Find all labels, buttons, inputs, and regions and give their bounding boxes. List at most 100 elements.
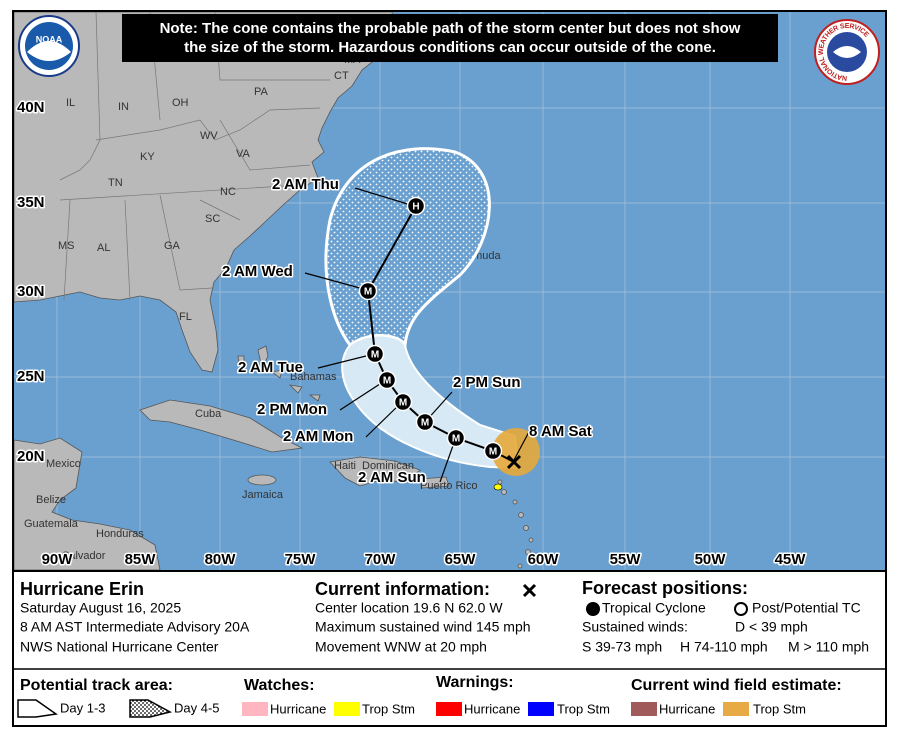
place-labels: PA bbox=[254, 86, 269, 98]
land-part bbox=[59, 11, 330, 301]
forecast-points-part bbox=[377, 370, 397, 390]
place-labels: IL bbox=[66, 97, 75, 109]
m: M > 110 mph bbox=[788, 639, 869, 655]
lon-labels: 80W bbox=[205, 551, 237, 568]
latitude-labels: 40N 35N 30N 25N 20N bbox=[16, 97, 47, 466]
d: D < 39 mph bbox=[735, 619, 808, 635]
note-box-part bbox=[122, 14, 778, 62]
hurricane: Hurricane bbox=[464, 701, 520, 716]
lon-labels: 85W bbox=[125, 551, 157, 568]
place-labels: CT bbox=[334, 70, 349, 82]
points: M bbox=[371, 350, 379, 361]
forecast-points-part bbox=[483, 441, 503, 461]
place-labels: Jamaica bbox=[242, 489, 284, 501]
place-labels: KY bbox=[140, 151, 155, 163]
land-part bbox=[237, 345, 321, 402]
lesser-antilles-part bbox=[497, 479, 503, 485]
lon-labels: 50W bbox=[695, 551, 727, 568]
lines: NWS National Hurricane Center bbox=[20, 639, 219, 655]
post: Post/Potential TC bbox=[752, 600, 861, 616]
land-part bbox=[247, 474, 277, 486]
leader-lines bbox=[304, 187, 531, 483]
wind-field bbox=[492, 428, 540, 476]
land-part bbox=[419, 476, 450, 489]
note: Note: The cone contains the probable pat… bbox=[160, 20, 741, 37]
forecast-points-part bbox=[365, 344, 385, 364]
forecast-points-part bbox=[446, 428, 466, 448]
forecast-labels: 8 AM Sat bbox=[529, 423, 592, 440]
longitude-labels: 90W 85W 80W 75W 70W 65W 60W 55W 50W 45W bbox=[40, 549, 808, 569]
lon-labels: 65W bbox=[445, 551, 477, 568]
hurricane-warning-swatch bbox=[436, 702, 462, 716]
info-panel: Hurricane Erin Saturday August 16, 2025 … bbox=[14, 570, 886, 726]
place-labels: Bahamas bbox=[290, 371, 337, 383]
place-labels: IN bbox=[118, 101, 129, 113]
tropical: Trop Stm bbox=[753, 701, 806, 716]
land-part bbox=[139, 399, 304, 453]
tropical-cyclone-symbol bbox=[586, 602, 600, 616]
points: M bbox=[452, 434, 460, 445]
forecast-labels: 2 AM Mon bbox=[283, 428, 353, 445]
lat-labels: 40N bbox=[17, 99, 45, 116]
nws-logo-part bbox=[833, 46, 861, 58]
forecast-points-part bbox=[358, 281, 378, 301]
place-labels: NC bbox=[220, 186, 236, 198]
points: H bbox=[412, 202, 419, 213]
points: M bbox=[489, 447, 497, 458]
lesser-antilles-part bbox=[518, 512, 524, 518]
place-labels: Cuba bbox=[195, 408, 222, 420]
points: M bbox=[421, 418, 429, 429]
hurricane: Hurricane bbox=[270, 701, 326, 716]
lesser-antilles-part bbox=[523, 525, 529, 531]
place-labels: GA bbox=[164, 240, 181, 252]
tropical-watch-swatch bbox=[334, 702, 360, 716]
title: Watches: bbox=[244, 677, 315, 694]
place-labels: Salvador bbox=[62, 550, 106, 562]
forecast-labels: 2 AM Thu 2 AM Wed 2 AM Tue 2 PM Mon 2 AM… bbox=[221, 174, 594, 487]
forecast-labels: 2 AM Sun bbox=[358, 469, 426, 486]
s: S 39-73 mph bbox=[582, 639, 662, 655]
tropical: Trop Stm bbox=[557, 701, 610, 716]
forecast-labels: 2 AM Tue bbox=[238, 359, 303, 376]
noaa-logo: NOAA bbox=[18, 15, 80, 77]
lon-labels: 45W bbox=[775, 551, 807, 568]
land-part bbox=[13, 437, 161, 571]
place-labels: MS bbox=[58, 240, 75, 252]
winds: Sustained winds: bbox=[582, 619, 688, 635]
place-labels: IL IN OH PA MA CT WV VA KY TN NC SC MS A… bbox=[24, 54, 502, 562]
land-part bbox=[329, 456, 421, 487]
forecast-labels: 2 PM Sun bbox=[453, 374, 521, 391]
day45: Day 4-5 bbox=[174, 700, 220, 715]
noaa-logo-part bbox=[27, 41, 71, 61]
forecast-labels: 2 PM Mon bbox=[257, 401, 327, 418]
h: H 74-110 mph bbox=[680, 639, 768, 655]
leader-lines-part bbox=[513, 429, 531, 461]
forecast-points-part bbox=[406, 196, 426, 216]
nws-logo: NATIONAL WEATHER SERVICE bbox=[814, 19, 880, 85]
forecast-points-part bbox=[393, 392, 413, 412]
lesser-antilles-part bbox=[501, 489, 507, 495]
place-labels: FL bbox=[179, 311, 192, 323]
place-labels: Haiti bbox=[334, 460, 356, 472]
current-position bbox=[506, 454, 522, 470]
place-labels: Mexico bbox=[46, 458, 81, 470]
leader-lines-part bbox=[304, 272, 368, 291]
day13: Day 1-3 bbox=[60, 700, 106, 715]
lon-labels: 60W bbox=[528, 551, 560, 568]
lat-labels: 20N bbox=[17, 448, 45, 465]
lat-labels: 35N bbox=[17, 194, 45, 211]
place-labels: VA bbox=[236, 148, 251, 160]
lines: 8 AM AST Intermediate Advisory 20A bbox=[20, 619, 250, 635]
lines: Maximum sustained wind 145 mph bbox=[315, 619, 531, 635]
lon-labels: 55W bbox=[610, 551, 642, 568]
title: Potential track area: bbox=[20, 677, 173, 694]
map: IL IN OH PA MA CT WV VA KY TN NC SC MS A… bbox=[13, 11, 886, 571]
lon-labels: 90W bbox=[42, 551, 74, 568]
lesser-antilles-part bbox=[517, 563, 523, 569]
land-part bbox=[13, 11, 397, 373]
points: M bbox=[383, 376, 391, 387]
note-box: Note: The cone contains the probable pat… bbox=[122, 14, 778, 62]
place-labels: Belize bbox=[36, 494, 66, 506]
info-panel-part bbox=[14, 571, 886, 726]
